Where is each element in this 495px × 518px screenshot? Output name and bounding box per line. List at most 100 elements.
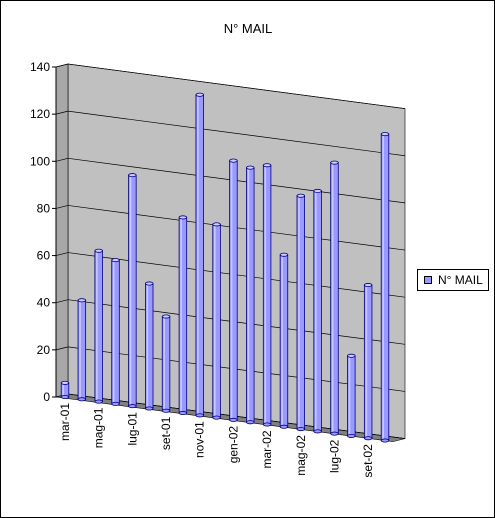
bar-base [313, 429, 322, 434]
bar-base [296, 427, 305, 432]
bar-top [347, 353, 356, 358]
x-axis: mar-01 mag-01 lug-01 set-01 nov-01 gen-02 mar-… [58, 403, 375, 478]
bar-highlight [247, 168, 250, 422]
bar-top [195, 92, 204, 97]
bar-highlight [298, 196, 300, 429]
bar-top [60, 380, 70, 385]
bar-base [279, 424, 289, 429]
gridline-side [55, 346, 69, 351]
bar-top [128, 173, 137, 178]
bar [262, 163, 272, 427]
legend-label: N° MAIL [438, 273, 483, 287]
x-tick-label: set-02 [361, 444, 375, 478]
legend: N° MAIL [417, 269, 489, 291]
bar [347, 353, 356, 438]
bar [161, 314, 171, 413]
bar-base [195, 413, 204, 418]
bar-body [262, 164, 272, 425]
bar-top [77, 298, 87, 303]
bar [296, 193, 305, 432]
bar [145, 281, 154, 411]
x-tick-label: mag-01 [92, 407, 106, 448]
bar-body [313, 190, 322, 432]
bar-highlight [382, 135, 384, 440]
bar [313, 188, 322, 434]
x-tick-label: gen-02 [226, 426, 240, 464]
bar-base [212, 415, 221, 420]
bar-highlight [180, 218, 182, 413]
bar-body [330, 162, 339, 435]
bar-top [178, 215, 188, 220]
bar-body [246, 167, 255, 423]
gridline-side [55, 63, 69, 68]
bar-top [212, 222, 221, 227]
bar-base [363, 436, 373, 441]
bar-highlight [112, 261, 115, 403]
bar-top [145, 281, 154, 286]
bar-top [330, 160, 339, 165]
bar-top [229, 158, 238, 163]
bar-body [212, 223, 221, 419]
y-tick-label: 60 [37, 249, 51, 263]
x-tick-label: lug-02 [327, 439, 341, 473]
gridline-side [55, 299, 69, 304]
bar-base [161, 408, 171, 413]
bar-body [128, 174, 137, 407]
y-tick-label: 140 [30, 60, 50, 74]
bar-highlight [96, 251, 98, 401]
bar-body [145, 283, 154, 409]
bar [111, 258, 120, 406]
bar-highlight [62, 383, 64, 396]
gridline-side [55, 205, 69, 209]
bar-base [77, 397, 87, 402]
bar [229, 158, 238, 422]
bar [195, 92, 204, 418]
y-tick-label: 80 [37, 201, 51, 215]
bar [212, 222, 221, 420]
bar-highlight [146, 284, 149, 408]
bar [94, 248, 103, 404]
bar-base [111, 401, 120, 406]
bar-highlight [348, 356, 351, 435]
bar-body [363, 284, 373, 439]
bar-top [363, 283, 373, 288]
x-tick-label: lug-01 [125, 412, 139, 446]
bar [363, 283, 373, 441]
gridline-side [55, 157, 69, 162]
y-tick-label: 0 [43, 390, 50, 404]
bar-base [145, 406, 154, 411]
bar-highlight [281, 255, 283, 426]
bar-top [380, 132, 390, 137]
bar [60, 380, 70, 399]
bar [178, 215, 188, 416]
bar-body [60, 382, 70, 398]
bar-body [347, 355, 356, 437]
bar-highlight [163, 317, 166, 410]
y-tick-label: 40 [37, 296, 51, 310]
bar-body [94, 250, 103, 402]
y-tick-label: 100 [30, 154, 50, 168]
bar-body [279, 254, 289, 428]
bar-base [60, 394, 70, 399]
bar-top [262, 163, 272, 168]
bar-base [246, 420, 255, 425]
bar-body [195, 94, 204, 416]
bar-body [178, 216, 188, 414]
x-tick-label: mar-01 [58, 403, 72, 441]
gridline-side [55, 252, 69, 256]
x-tick-label: mag-02 [294, 435, 308, 476]
bar-base [94, 399, 103, 404]
bar-base [128, 404, 137, 409]
bar-highlight [331, 163, 334, 433]
gridline-side [55, 110, 69, 115]
bar-highlight [264, 166, 267, 424]
bar-body [296, 195, 305, 430]
bar-top [296, 193, 305, 198]
legend-swatch [424, 276, 432, 284]
x-tick-label: nov-01 [193, 421, 207, 458]
bar [128, 173, 137, 409]
bar-highlight [365, 286, 368, 438]
bar-top [161, 314, 171, 319]
bar-body [380, 133, 390, 441]
